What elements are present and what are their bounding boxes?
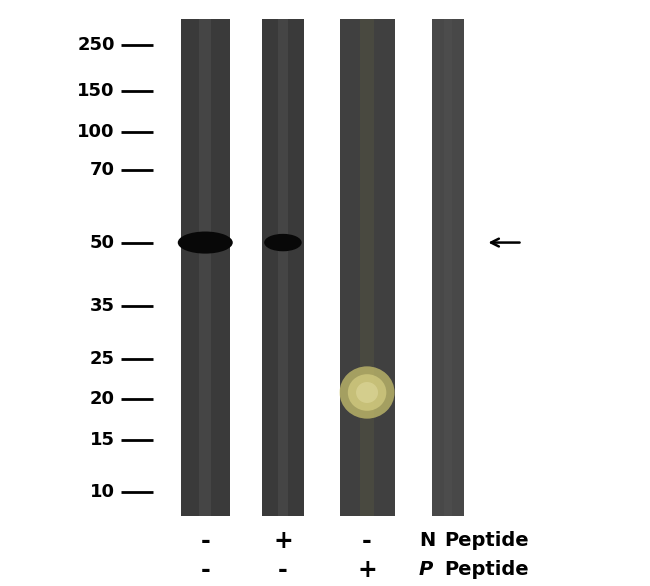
Text: -: - [200,529,210,553]
Ellipse shape [356,382,378,403]
Text: 250: 250 [77,36,114,54]
Text: 70: 70 [90,161,114,179]
Bar [339,19,395,516]
Text: Peptide: Peptide [445,560,529,579]
Text: -: - [278,558,288,582]
Ellipse shape [177,231,233,254]
Bar [360,19,374,516]
Text: 20: 20 [90,390,114,408]
Text: 100: 100 [77,123,114,141]
Ellipse shape [339,366,395,418]
Text: P: P [419,560,433,579]
Text: 150: 150 [77,83,114,100]
Bar [278,19,288,516]
Bar [199,19,211,516]
Text: 15: 15 [90,431,114,449]
Bar [444,19,452,516]
Text: +: + [273,529,292,553]
Text: -: - [200,558,210,582]
Text: +: + [358,558,377,582]
Ellipse shape [348,374,386,411]
Text: 50: 50 [90,234,114,251]
Text: 35: 35 [90,298,114,315]
Text: 10: 10 [90,483,114,502]
Text: 25: 25 [90,350,114,368]
Text: Peptide: Peptide [445,531,529,550]
Ellipse shape [264,234,302,251]
Bar [432,19,464,516]
Text: N: N [419,531,435,550]
Text: -: - [362,529,372,553]
Bar [262,19,304,516]
Bar [181,19,229,516]
